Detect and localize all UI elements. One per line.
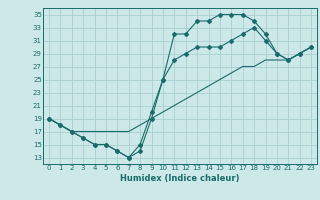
X-axis label: Humidex (Indice chaleur): Humidex (Indice chaleur) [120, 174, 240, 183]
